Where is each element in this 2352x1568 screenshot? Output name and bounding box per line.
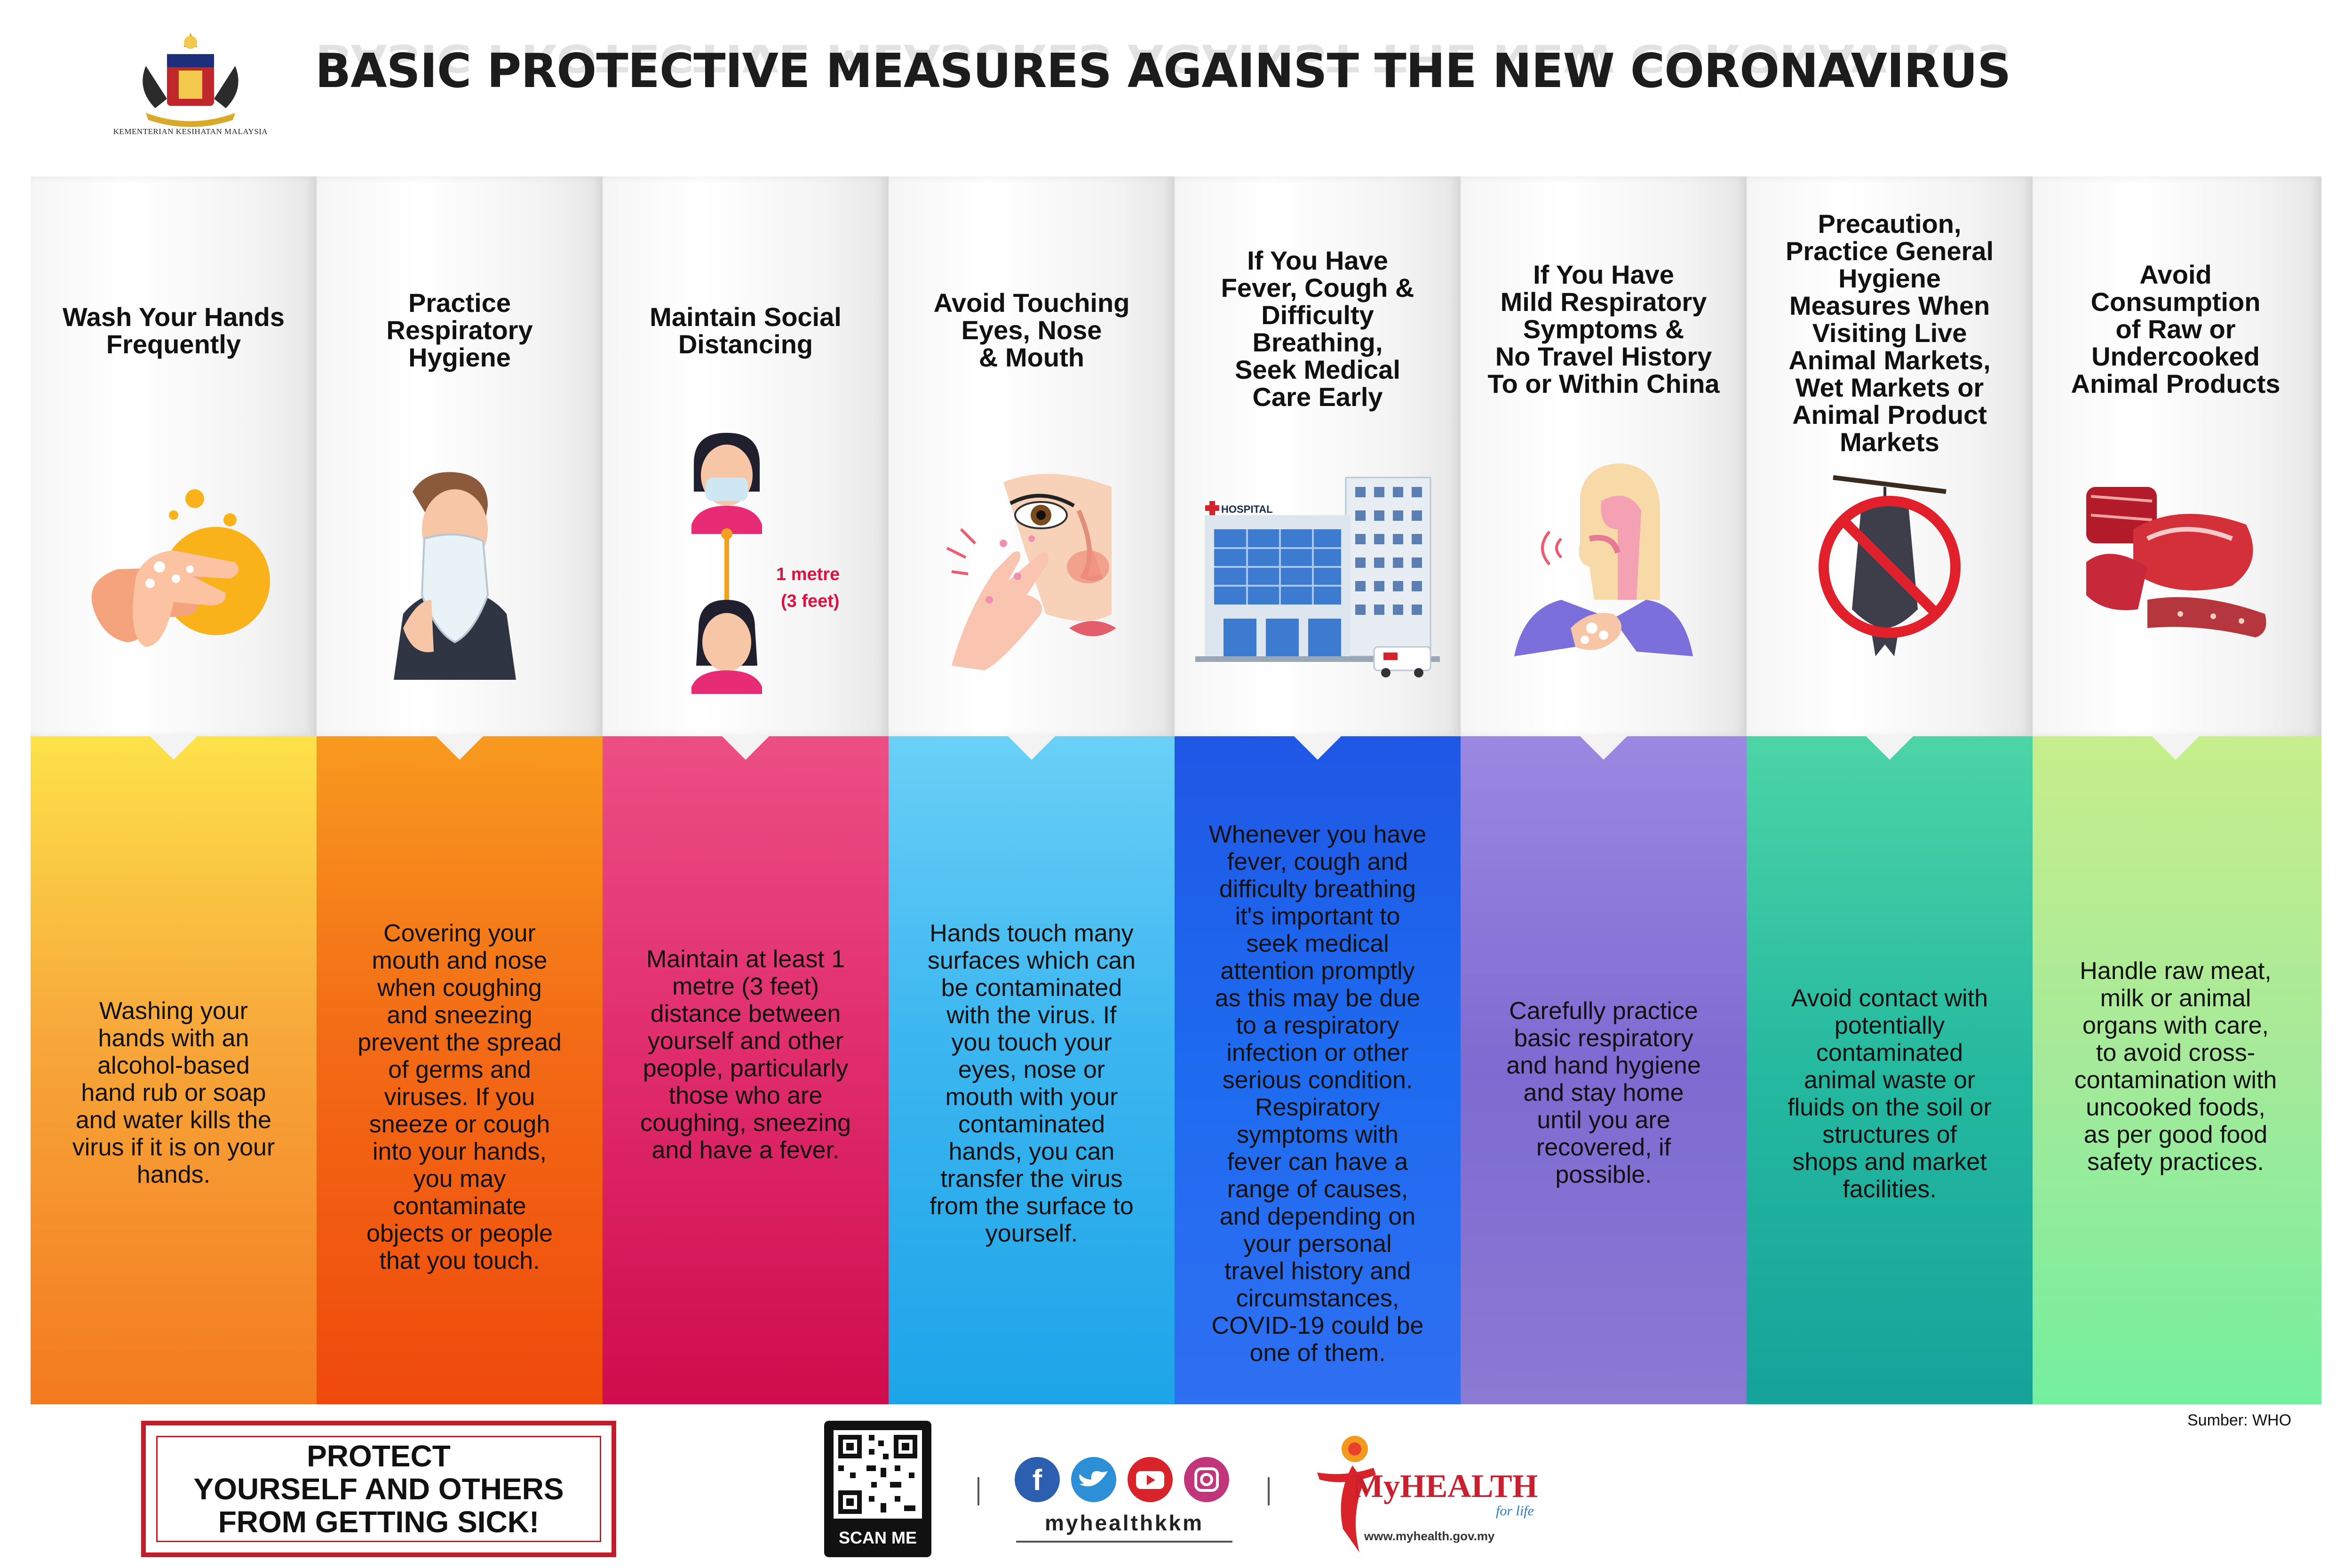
measure-description: Covering your mouth and nose when coughing…: [358, 920, 562, 1274]
separator: [1268, 1477, 1270, 1505]
measure-description: Washing your hands with an alcohol-based ha…: [72, 997, 275, 1188]
scan-me-label: SCAN ME: [838, 1528, 917, 1547]
malaysia-crest-logo: [127, 28, 254, 160]
measure-heading: Precaution, Practice General Hygiene Measur…: [1785, 209, 1994, 457]
distance-label-line1: 1 metre: [776, 565, 840, 584]
myhealth-logo: [1308, 1421, 1534, 1557]
raw-meat-icon: [2077, 459, 2274, 680]
measure-column-seek-medical-care: If You Have Fever, Cough & Difficulty Breat…: [1175, 176, 1461, 1404]
measure-column-animal-markets: Precaution, Practice General Hygiene Measur…: [1747, 176, 2033, 1404]
ministry-label: KEMENTERIAN KESIHATAN MALAYSIA: [113, 127, 268, 136]
social-distance-icon: 1 metre (3 feet): [647, 430, 844, 694]
hospital-sign: HOSPITAL: [1221, 503, 1273, 515]
measure-heading: If You Have Mild Respiratory Symptoms & No …: [1487, 260, 1720, 398]
measure-heading: Maintain Social Distancing: [650, 302, 842, 359]
measure-description: Avoid contact with potentially contaminate…: [1788, 985, 1992, 1203]
measure-description: Carefully practice basic respiratory and h…: [1506, 997, 1701, 1188]
page-title-reflection: BASIC PROTECTIVE MEASURES AGAINST THE NE…: [315, 36, 2011, 80]
svg-text:f: f: [1033, 1464, 1042, 1496]
facebook-icon[interactable]: f: [1015, 1457, 1060, 1502]
washing-hands-icon: [75, 459, 272, 680]
sneezing-person-icon: [361, 459, 558, 680]
measure-description: Handle raw meat, milk or animal organs wit…: [2074, 957, 2277, 1176]
qr-code-button[interactable]: SCAN ME: [824, 1421, 931, 1557]
measure-column-social-distancing: Maintain Social Distancing 1 metre (3 fee…: [603, 176, 889, 1404]
twitter-icon[interactable]: [1071, 1457, 1116, 1502]
protect-message: PROTECT YOURSELF AND OTHERS FROM GETTING S…: [193, 1439, 564, 1539]
hospital-icon: HOSPITAL: [1195, 459, 1440, 680]
handle-underline: [1016, 1541, 1232, 1543]
myhealth-url[interactable]: www.myhealth.gov.my: [1364, 1529, 1495, 1543]
social-icons: f: [1011, 1456, 1232, 1503]
face-touch-icon: [933, 459, 1130, 680]
youtube-icon[interactable]: [1128, 1457, 1173, 1502]
measure-column-avoid-touching-face: Avoid Touching Eyes, Nose & Mouth Hands to…: [889, 176, 1175, 1404]
source-credit: Sumber: WHO: [2187, 1411, 2292, 1429]
measure-description: Hands touch many surfaces which can be con…: [927, 920, 1136, 1247]
measure-column-wash-hands: Wash Your Hands Frequently Washing your ha…: [31, 176, 317, 1404]
myhealth-tagline: for life: [1496, 1503, 1534, 1519]
measure-heading: If You Have Fever, Cough & Difficulty Breat…: [1221, 246, 1414, 412]
no-bat-icon: [1791, 459, 1988, 680]
measure-column-respiratory-hygiene: Practice Respiratory Hygiene Covering your…: [317, 176, 603, 1404]
social-handle: myhealthkkm: [1044, 1511, 1204, 1535]
page-title: BASIC PROTECTIVE MEASURES AGAINST THE NE…: [315, 43, 2011, 98]
measure-heading: Wash Your Hands Frequently: [63, 302, 285, 359]
instagram-icon[interactable]: [1184, 1457, 1229, 1502]
qr-code-icon: [834, 1430, 922, 1519]
separator: [977, 1477, 979, 1505]
respiratory-hygiene-icon: [1505, 459, 1702, 680]
myhealth-brand: MyHEALTH: [1352, 1468, 1538, 1504]
distance-label-line2: (3 feet): [781, 591, 840, 611]
protect-banner: PROTECT YOURSELF AND OTHERS FROM GETTING S…: [141, 1421, 616, 1557]
measure-column-raw-animal-products: Avoid Consumption of Raw or Undercooked Anim…: [2033, 176, 2321, 1404]
measure-heading: Avoid Touching Eyes, Nose & Mouth: [933, 288, 1130, 372]
measure-description: Whenever you have fever, cough and difficu…: [1208, 821, 1427, 1367]
measure-heading: Practice Respiratory Hygiene: [386, 288, 533, 372]
measure-column-mild-symptoms: If You Have Mild Respiratory Symptoms & No …: [1461, 176, 1747, 1404]
measure-description: Maintain at least 1 metre (3 feet) distanc…: [640, 946, 851, 1164]
measure-heading: Avoid Consumption of Raw or Undercooked Anim…: [2071, 260, 2280, 398]
